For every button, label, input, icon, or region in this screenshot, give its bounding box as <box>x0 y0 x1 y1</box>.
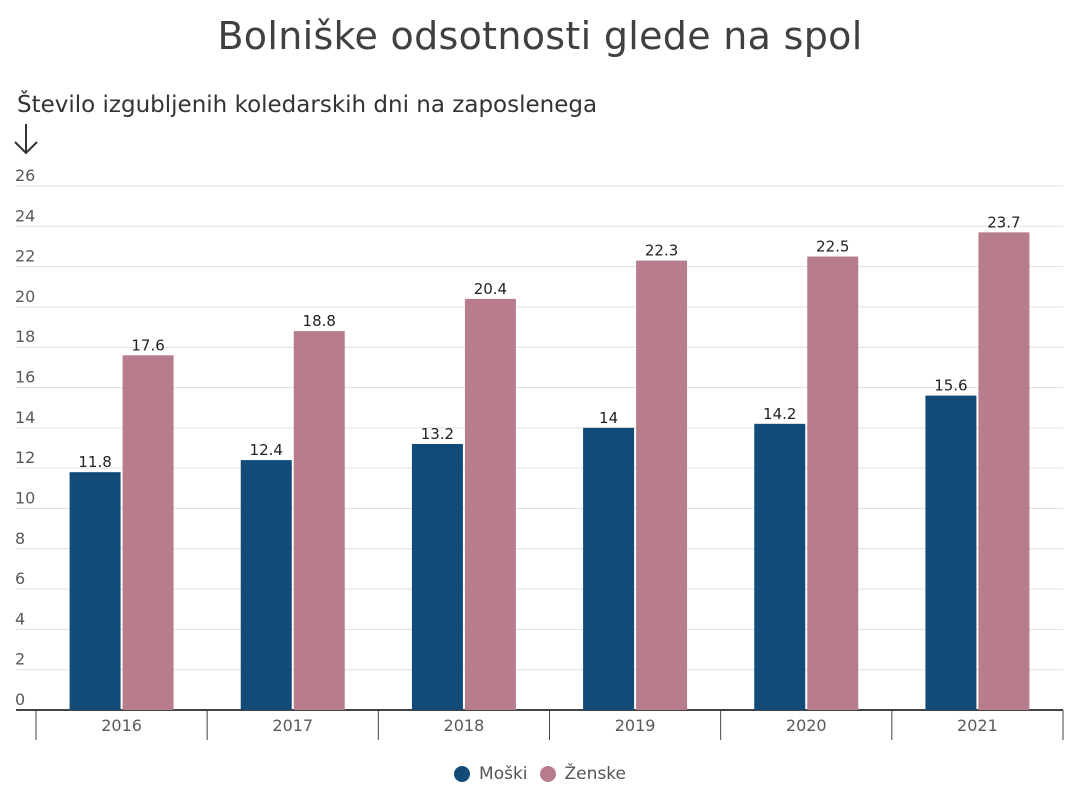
legend-swatch-zenske <box>539 766 556 782</box>
data-label: 13.2 <box>421 425 454 443</box>
y-tick-label: 12 <box>15 448 35 467</box>
bar-moski-2020[interactable] <box>754 423 806 710</box>
bar-moski-2017[interactable] <box>240 460 292 710</box>
bar-zenske-2017[interactable] <box>293 331 345 710</box>
x-tick-label: 2021 <box>957 716 998 735</box>
legend-label-zenske: Ženske <box>564 764 626 784</box>
bar-moski-2016[interactable] <box>69 472 121 710</box>
data-label: 22.5 <box>816 238 849 256</box>
y-tick-label: 8 <box>15 529 25 548</box>
y-tick-label: 22 <box>15 247 35 266</box>
x-tick-label: 2018 <box>444 716 485 735</box>
y-tick-label: 10 <box>15 488 35 507</box>
bar-zenske-2016[interactable] <box>122 355 174 710</box>
plot-area: 0246810121416182022242611.817.6201612.41… <box>15 166 1064 740</box>
y-tick-label: 24 <box>15 206 35 225</box>
bar-zenske-2019[interactable] <box>636 260 688 710</box>
y-tick-label: 18 <box>15 327 35 346</box>
data-label: 11.8 <box>78 453 111 471</box>
legend-item-moski[interactable]: Moški <box>454 764 528 784</box>
y-tick-label: 4 <box>15 609 25 628</box>
y-tick-label: 26 <box>15 166 35 185</box>
bar-zenske-2018[interactable] <box>464 298 516 710</box>
y-tick-label: 20 <box>15 287 35 306</box>
bar-moski-2018[interactable] <box>411 443 463 710</box>
data-label: 18.8 <box>303 312 336 330</box>
y-tick-label: 0 <box>15 690 25 709</box>
legend-label-moski: Moški <box>479 764 528 784</box>
legend-swatch-moski <box>454 766 471 782</box>
data-label: 12.4 <box>250 441 283 459</box>
x-tick-label: 2017 <box>272 716 313 735</box>
bar-moski-2021[interactable] <box>925 395 977 710</box>
y-axis-title: Število izgubljenih koledarskih dni na z… <box>17 92 598 118</box>
bar-moski-2019[interactable] <box>583 427 635 710</box>
y-tick-label: 6 <box>15 569 25 588</box>
data-label: 20.4 <box>474 280 507 298</box>
y-tick-label: 14 <box>15 408 35 427</box>
data-label: 14 <box>599 409 618 427</box>
x-tick-label: 2019 <box>615 716 656 735</box>
arrow-down-icon <box>14 124 38 155</box>
data-label: 22.3 <box>645 242 678 260</box>
data-label: 23.7 <box>987 213 1020 231</box>
y-tick-label: 2 <box>15 650 25 669</box>
legend-item-zenske[interactable]: Ženske <box>539 764 626 784</box>
chart-title: Bolniške odsotnosti glede na spol <box>217 14 863 58</box>
data-label: 15.6 <box>934 377 967 395</box>
y-tick-label: 16 <box>15 368 35 387</box>
x-tick-label: 2016 <box>101 716 142 735</box>
bar-zenske-2020[interactable] <box>807 256 859 710</box>
data-label: 14.2 <box>763 405 796 423</box>
x-tick-label: 2020 <box>786 716 827 735</box>
legend: Moški Ženske <box>0 764 1080 784</box>
bar-zenske-2021[interactable] <box>978 232 1030 710</box>
data-label: 17.6 <box>131 336 164 354</box>
